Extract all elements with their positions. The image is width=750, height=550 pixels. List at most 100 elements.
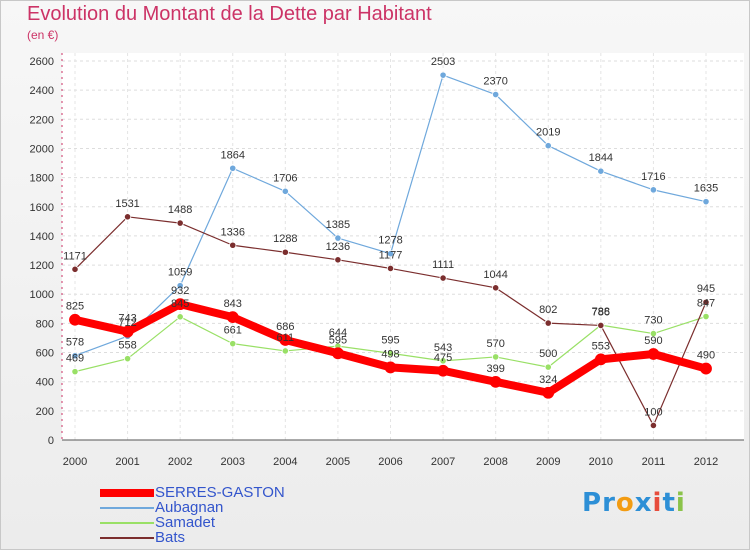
y-tick-label: 0: [48, 435, 54, 447]
data-label: 590: [644, 335, 662, 347]
data-label: 1059: [168, 267, 192, 279]
data-point: [71, 368, 79, 376]
data-point: [281, 347, 289, 355]
data-label: 845: [171, 298, 189, 310]
data-point: [544, 142, 552, 150]
data-point: [121, 325, 134, 338]
data-label: 611: [277, 332, 295, 344]
data-label: 1111: [432, 259, 454, 271]
data-point: [597, 167, 605, 175]
x-tick-label: 2006: [378, 456, 402, 468]
data-label: 475: [434, 352, 452, 364]
data-label: 686: [276, 321, 294, 333]
logo-letter: i: [675, 488, 686, 518]
x-tick-label: 2007: [431, 456, 455, 468]
data-point: [542, 386, 555, 399]
data-label: 644: [329, 327, 347, 339]
y-tick-label: 2200: [30, 114, 54, 126]
x-tick-label: 2002: [168, 456, 192, 468]
data-label: 730: [644, 315, 662, 327]
data-point: [384, 361, 397, 374]
chart-title: Evolution du Montant de la Dette par Hab…: [27, 3, 432, 25]
data-label: 595: [329, 334, 347, 346]
data-point: [386, 250, 395, 258]
y-tick-label: 2400: [30, 85, 54, 97]
data-label: 2019: [536, 127, 560, 139]
data-point: [71, 265, 79, 273]
plot-area: [62, 53, 744, 440]
data-point: [544, 319, 552, 327]
data-point: [700, 362, 712, 375]
legend-swatch: [100, 537, 154, 539]
data-label: 786: [592, 306, 610, 318]
chart-subtitle: (en €): [27, 28, 59, 42]
data-point: [594, 353, 607, 366]
y-tick-label: 2000: [30, 143, 54, 155]
logo-letter: r: [602, 488, 616, 518]
data-point: [229, 340, 237, 348]
data-point: [702, 312, 710, 321]
data-point: [544, 363, 552, 371]
data-label: 553: [592, 340, 610, 352]
data-point: [176, 219, 184, 227]
data-label: 558: [118, 340, 136, 352]
data-point: [439, 357, 447, 365]
data-point: [176, 282, 184, 290]
y-tick-label: 200: [36, 406, 54, 418]
logo-letter: x: [634, 488, 653, 518]
data-label: 469: [66, 353, 84, 365]
data-label: 802: [539, 304, 557, 316]
data-label: 1531: [115, 198, 139, 210]
data-label: 1278: [378, 235, 402, 247]
data-point: [489, 375, 502, 388]
data-label: 743: [118, 313, 136, 325]
data-point: [281, 248, 289, 256]
data-point: [229, 164, 237, 172]
data-point: [492, 353, 500, 361]
y-tick-label: 400: [36, 377, 54, 389]
legend-swatch: [100, 489, 154, 497]
data-label: 500: [539, 348, 557, 360]
data-point: [176, 313, 184, 321]
logo-letter: i: [652, 488, 663, 518]
data-point: [597, 321, 605, 330]
y-tick-label: 800: [36, 318, 54, 330]
legend-swatch: [100, 522, 154, 524]
data-point: [386, 264, 395, 273]
data-point: [334, 234, 342, 242]
data-label: 1488: [168, 204, 192, 216]
x-tick-label: 2010: [589, 456, 613, 468]
data-label: 843: [224, 298, 242, 310]
data-label: 1236: [326, 241, 350, 253]
y-tick-label: 2600: [30, 56, 54, 68]
data-label: 661: [224, 325, 242, 337]
data-point: [226, 311, 239, 324]
data-label: 825: [66, 301, 84, 313]
data-point: [174, 298, 187, 311]
data-point: [229, 241, 237, 249]
data-label: 2503: [431, 56, 455, 68]
y-tick-label: 1600: [30, 202, 54, 214]
data-point: [71, 352, 79, 360]
data-label: 1385: [326, 219, 350, 231]
data-label: 570: [486, 338, 504, 350]
data-label: 324: [539, 374, 557, 386]
data-point: [279, 334, 292, 346]
legend-label: Bats: [155, 529, 186, 546]
data-point: [332, 347, 344, 360]
data-point: [123, 213, 132, 221]
data-label: 498: [381, 348, 399, 360]
data-label: 1336: [221, 226, 245, 238]
data-label: 847: [697, 298, 715, 310]
x-tick-label: 2009: [536, 456, 560, 468]
data-point: [386, 349, 395, 357]
proxiti-logo: Proxiti: [582, 488, 686, 518]
data-point: [334, 256, 342, 264]
x-tick-label: 2005: [326, 456, 350, 468]
data-point: [69, 313, 81, 326]
data-label: 945: [697, 283, 715, 295]
data-label: 1044: [483, 269, 507, 281]
y-tick-label: 1000: [30, 289, 54, 301]
data-label: 543: [434, 342, 452, 354]
